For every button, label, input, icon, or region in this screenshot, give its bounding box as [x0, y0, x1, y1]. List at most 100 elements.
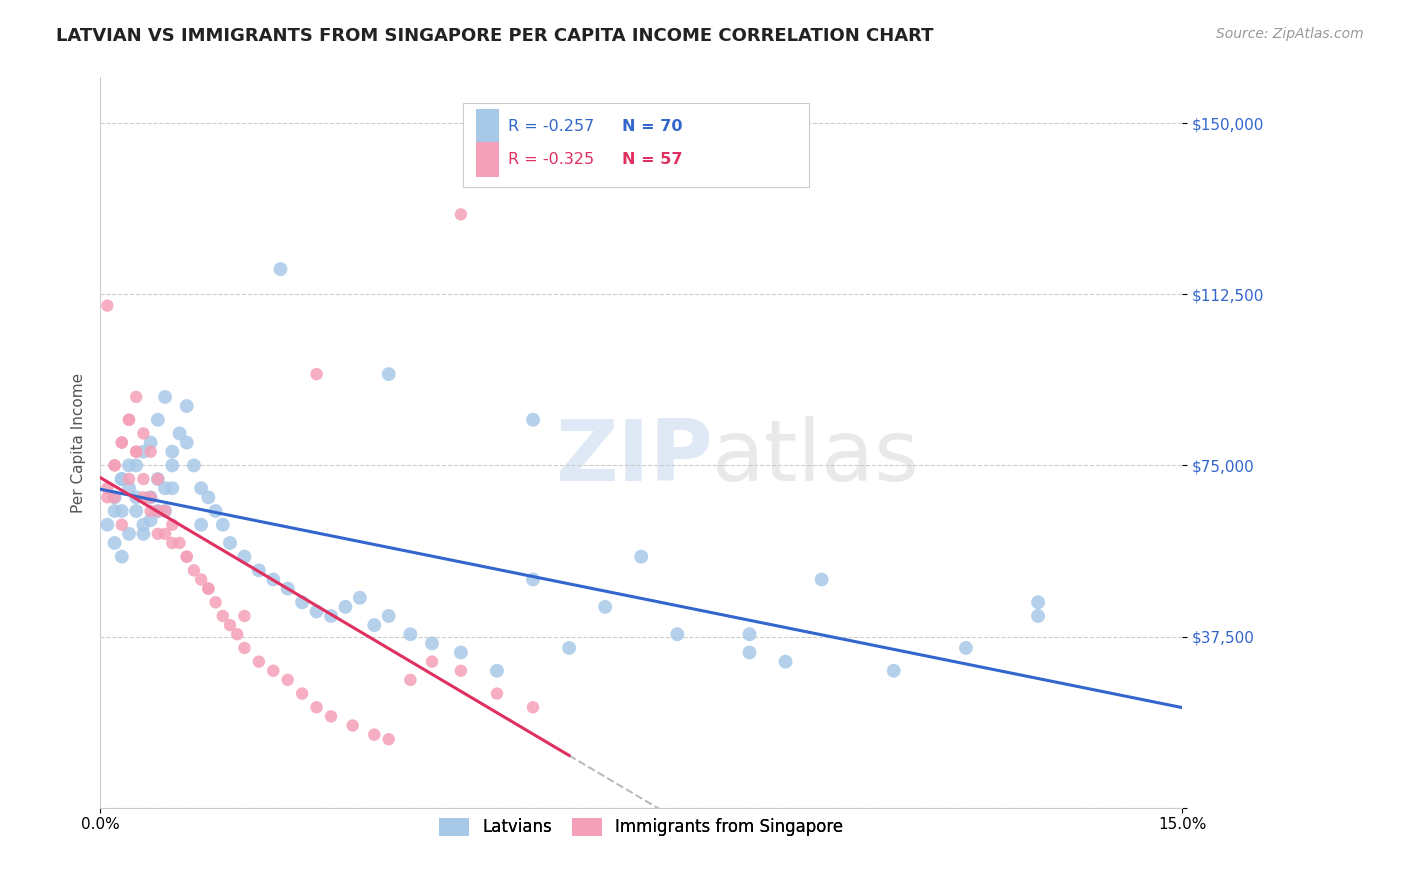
Point	[118, 472, 141, 486]
Point	[96, 517, 118, 532]
Point	[450, 207, 472, 221]
Point	[146, 472, 169, 486]
Point	[118, 481, 141, 495]
Point	[96, 299, 118, 313]
Point	[1026, 609, 1049, 624]
Text: LATVIAN VS IMMIGRANTS FROM SINGAPORE PER CAPITA INCOME CORRELATION CHART: LATVIAN VS IMMIGRANTS FROM SINGAPORE PER…	[56, 27, 934, 45]
Point	[522, 573, 544, 587]
Point	[485, 687, 508, 701]
Point	[305, 700, 328, 714]
Text: R = -0.257: R = -0.257	[508, 119, 595, 134]
Text: atlas: atlas	[711, 416, 920, 499]
Point	[132, 472, 155, 486]
Point	[139, 513, 162, 527]
Point	[162, 444, 184, 458]
Point	[277, 582, 299, 596]
Text: Source: ZipAtlas.com: Source: ZipAtlas.com	[1216, 27, 1364, 41]
Point	[176, 549, 198, 564]
Point	[226, 627, 249, 641]
Point	[125, 444, 148, 458]
Point	[146, 472, 169, 486]
Point	[342, 718, 364, 732]
Point	[233, 609, 256, 624]
Point	[132, 491, 155, 505]
Point	[153, 390, 176, 404]
Point	[96, 481, 118, 495]
Point	[125, 458, 148, 473]
Point	[139, 491, 162, 505]
Point	[810, 573, 832, 587]
Point	[399, 627, 422, 641]
Text: N = 70: N = 70	[621, 119, 682, 134]
Text: R = -0.325: R = -0.325	[508, 153, 595, 168]
Point	[111, 504, 134, 518]
Point	[153, 526, 176, 541]
Point	[630, 549, 652, 564]
Point	[270, 262, 292, 277]
Point	[111, 472, 134, 486]
Point	[197, 582, 219, 596]
Text: N = 57: N = 57	[621, 153, 682, 168]
Point	[522, 413, 544, 427]
Point	[139, 504, 162, 518]
Point	[420, 655, 443, 669]
Point	[162, 517, 184, 532]
Point	[666, 627, 689, 641]
Point	[363, 618, 385, 632]
Point	[363, 728, 385, 742]
Point	[111, 472, 134, 486]
Point	[450, 646, 472, 660]
Point	[118, 526, 141, 541]
Point	[183, 458, 205, 473]
Point	[319, 609, 342, 624]
Point	[738, 627, 761, 641]
Point	[103, 504, 125, 518]
Point	[169, 536, 191, 550]
Point	[176, 549, 198, 564]
Point	[125, 444, 148, 458]
Point	[125, 504, 148, 518]
Point	[211, 517, 233, 532]
Point	[399, 673, 422, 687]
Point	[103, 458, 125, 473]
Y-axis label: Per Capita Income: Per Capita Income	[72, 373, 86, 513]
Point	[247, 655, 270, 669]
Point	[204, 504, 226, 518]
Point	[132, 444, 155, 458]
Point	[118, 458, 141, 473]
Point	[775, 655, 797, 669]
Point	[146, 504, 169, 518]
Point	[558, 640, 581, 655]
Point	[450, 664, 472, 678]
Point	[190, 481, 212, 495]
FancyBboxPatch shape	[475, 109, 499, 144]
Point	[593, 599, 616, 614]
Point	[111, 435, 134, 450]
Point	[111, 435, 134, 450]
Point	[190, 573, 212, 587]
FancyBboxPatch shape	[463, 103, 808, 187]
Point	[377, 609, 399, 624]
Point	[96, 491, 118, 505]
Point	[291, 595, 314, 609]
Point	[146, 504, 169, 518]
Point	[153, 481, 176, 495]
Point	[111, 517, 134, 532]
Point	[291, 687, 314, 701]
Point	[146, 413, 169, 427]
Point	[139, 435, 162, 450]
Point	[162, 458, 184, 473]
Point	[132, 526, 155, 541]
FancyBboxPatch shape	[475, 143, 499, 178]
Point	[277, 673, 299, 687]
Point	[197, 582, 219, 596]
Point	[247, 563, 270, 577]
Point	[738, 646, 761, 660]
Point	[204, 595, 226, 609]
Legend: Latvians, Immigrants from Singapore: Latvians, Immigrants from Singapore	[432, 811, 851, 843]
Point	[219, 536, 242, 550]
Point	[162, 536, 184, 550]
Point	[146, 526, 169, 541]
Point	[139, 491, 162, 505]
Point	[1026, 595, 1049, 609]
